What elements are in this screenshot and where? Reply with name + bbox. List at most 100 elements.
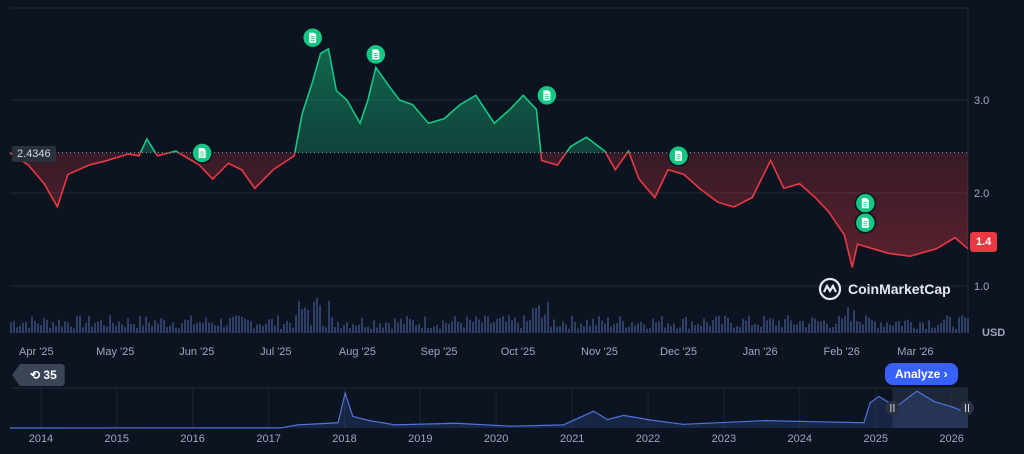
document-icon (861, 217, 869, 228)
volume-bar (55, 325, 57, 333)
volume-bar (571, 315, 573, 333)
volume-bar (73, 328, 75, 333)
volume-bar (508, 315, 510, 333)
volume-bar (691, 321, 693, 333)
volume-bar (370, 328, 372, 333)
volume-bar (256, 324, 258, 333)
price-area-down (10, 152, 968, 268)
volume-bar (22, 322, 24, 333)
volume-bar (373, 320, 375, 333)
volume-bar (49, 327, 51, 333)
volume-bar (967, 318, 969, 333)
handle-circle (960, 401, 974, 415)
news-marker-icon[interactable] (536, 84, 558, 107)
volume-bar (715, 316, 717, 333)
volume-bar (364, 327, 366, 333)
volume-bar (238, 316, 240, 333)
volume-bar (958, 317, 960, 333)
news-marker-icon[interactable] (191, 142, 213, 164)
navigator-area (10, 391, 968, 428)
volume-bar (556, 326, 558, 333)
volume-bar (790, 320, 792, 333)
document-lines (200, 151, 205, 157)
volume-bar (907, 319, 909, 333)
volume-bar (721, 323, 723, 333)
volume-bar (46, 319, 48, 333)
volume-bar (13, 321, 15, 333)
news-marker-icon[interactable] (301, 26, 324, 49)
navigator-handle[interactable] (960, 401, 974, 415)
volume-bar (436, 324, 438, 333)
volume-bar (658, 321, 660, 333)
volume-bar (100, 319, 102, 333)
news-marker-icon[interactable] (365, 43, 387, 66)
volume-bar (208, 322, 210, 333)
volume-bar (568, 328, 570, 333)
volume-bar (670, 325, 672, 333)
volume-bar (226, 325, 228, 333)
volume-bar (136, 327, 138, 333)
navigator-handle[interactable] (885, 401, 900, 415)
watermark: CoinMarketCap (818, 277, 951, 301)
volume-bar (175, 327, 177, 333)
volume-bar (949, 316, 951, 333)
news-marker-icon[interactable] (854, 212, 877, 234)
volume-bar (217, 325, 219, 333)
document-lines (310, 36, 315, 42)
volume-bar (937, 324, 939, 333)
volume-bar (745, 320, 747, 333)
news-marker-icon[interactable] (854, 192, 877, 214)
volume-bar (184, 319, 186, 333)
volume-bar (925, 328, 927, 333)
volume-bar (892, 325, 894, 333)
volume-bar (223, 327, 225, 333)
volume-bar (229, 318, 231, 333)
volume-bar (796, 324, 798, 333)
volume-bar (415, 325, 417, 333)
document-lines (373, 53, 378, 58)
volume-bar (265, 323, 267, 333)
volume-bar (109, 315, 111, 333)
document-lines (863, 201, 868, 207)
volume-bar (541, 317, 543, 333)
navigator-year-label: 2024 (787, 433, 811, 445)
volume-bar (400, 318, 402, 333)
volume-bar (304, 307, 306, 333)
volume-bar (202, 322, 204, 333)
volume-bar (214, 325, 216, 333)
volume-bar (205, 317, 207, 333)
volume-bar (160, 318, 162, 333)
volume-bar (820, 321, 822, 333)
volume-bar (409, 318, 411, 333)
volume-bar (493, 322, 495, 333)
x-tick-label: Aug '25 (339, 346, 376, 358)
volume-bar (853, 310, 855, 333)
volume-bar (181, 323, 183, 333)
document-icon (861, 198, 869, 209)
volume-bar (676, 328, 678, 333)
analyze-button[interactable]: Analyze › (885, 363, 958, 385)
volume-bar (943, 319, 945, 333)
price-line-up (10, 47, 630, 153)
coinmarketcap-logo-icon (818, 277, 842, 301)
volume-bar (805, 327, 807, 333)
x-tick-label: Jan '26 (743, 346, 778, 358)
volume-bar (61, 326, 63, 333)
volume-bar (25, 321, 27, 333)
y-tick-label: 3.0 (974, 95, 989, 107)
volume-bar (67, 322, 69, 333)
volume-bar (10, 322, 12, 333)
volume-bar (442, 320, 444, 333)
volume-bar (19, 325, 21, 333)
volume-bar (886, 322, 888, 333)
x-tick-label: Mar '26 (897, 346, 933, 358)
history-range-button[interactable]: ⟲ 35 (12, 364, 65, 386)
volume-bar (703, 318, 705, 333)
navigator-year-label: 2026 (939, 433, 963, 445)
volume-bar (70, 326, 72, 333)
volume-bar (169, 325, 171, 333)
volume-bar (76, 315, 78, 333)
news-marker-icon[interactable] (667, 145, 690, 167)
volume-bar (751, 325, 753, 333)
